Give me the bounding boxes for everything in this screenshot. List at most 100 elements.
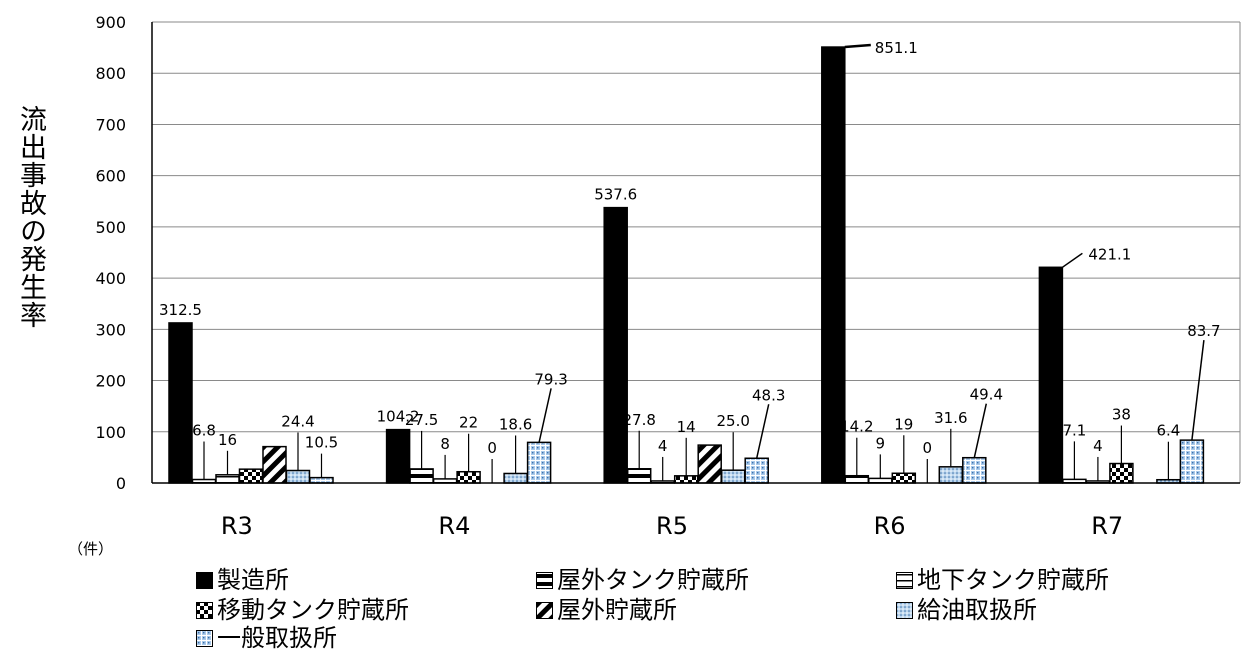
data-label: 4 xyxy=(658,437,668,455)
gridlines xyxy=(152,21,1241,483)
legend-item-2: 地下タンク貯蔵所 xyxy=(896,566,1109,594)
legend-label-4: 屋外貯蔵所 xyxy=(557,596,677,624)
y-axis-ticks: 0 100 200 300 400 500 600 700 800 900 xyxy=(95,13,126,493)
bar xyxy=(844,474,870,484)
legend-item-5: 給油取扱所 xyxy=(896,596,1037,624)
legend-item-3: 移動タンク貯蔵所 xyxy=(196,596,409,624)
leader-line xyxy=(1061,252,1083,268)
unit-label: （件） xyxy=(68,540,114,558)
data-label: 537.6 xyxy=(594,186,637,204)
data-label: 312.5 xyxy=(159,301,202,319)
y-tick-label: 700 xyxy=(95,115,126,134)
data-label: 10.5 xyxy=(305,434,338,452)
x-tick-label: R4 xyxy=(438,512,470,540)
bar xyxy=(238,468,264,484)
bar xyxy=(456,470,481,484)
bar xyxy=(720,469,746,484)
data-label: 7.1 xyxy=(1062,421,1086,439)
y-axis-title: 流出事故の発生率 xyxy=(15,105,46,329)
data-label: 14.2 xyxy=(840,418,873,436)
bar xyxy=(215,474,240,484)
leader-line xyxy=(844,43,871,49)
bar xyxy=(962,456,987,484)
y-tick-label: 100 xyxy=(95,423,126,442)
legend-label-6: 一般取扱所 xyxy=(217,624,337,652)
legend-label-0: 製造所 xyxy=(217,566,289,594)
bar xyxy=(385,428,411,484)
data-label: 22 xyxy=(459,414,478,432)
bar xyxy=(409,468,434,484)
data-label: 27.5 xyxy=(405,411,438,429)
data-label: 16 xyxy=(218,431,237,449)
y-tick-label: 900 xyxy=(95,13,126,32)
data-label: 851.1 xyxy=(875,39,918,57)
legend-swatch-solid-icon xyxy=(196,571,213,589)
data-label: 9 xyxy=(876,434,886,452)
y-tick-label: 800 xyxy=(95,64,126,83)
data-label: 24.4 xyxy=(281,413,314,431)
leader-line xyxy=(1191,340,1205,441)
x-tick-label: R6 xyxy=(874,512,906,540)
data-label: 27.8 xyxy=(622,411,655,429)
y-tick-label: 300 xyxy=(95,320,126,339)
leader-line xyxy=(538,388,552,443)
data-label: 31.6 xyxy=(934,409,967,427)
bar xyxy=(309,476,334,484)
data-labels: 312.56.81624.410.5104.227.5822018.679.35… xyxy=(159,39,1221,483)
bar xyxy=(168,322,193,484)
legend-item-6: 一般取扱所 xyxy=(196,624,337,652)
data-label: 25.0 xyxy=(716,412,749,430)
y-tick-label: 500 xyxy=(95,218,126,237)
data-label: 49.4 xyxy=(970,386,1003,404)
legend-swatch-checker-icon xyxy=(196,601,213,619)
legend-swatch-hbar-icon xyxy=(536,571,553,589)
bar xyxy=(262,445,287,484)
y-tick-label: 200 xyxy=(95,372,126,391)
bar xyxy=(938,466,964,484)
y-tick-label: 600 xyxy=(95,167,126,186)
bar xyxy=(697,444,722,484)
data-label: 104.2 xyxy=(377,408,420,426)
bar xyxy=(891,472,917,484)
data-label: 14 xyxy=(677,418,696,436)
data-label: 8 xyxy=(440,435,450,453)
bar xyxy=(285,469,311,484)
data-label: 18.6 xyxy=(499,415,532,433)
bar xyxy=(603,206,628,484)
data-label: 83.7 xyxy=(1187,322,1220,340)
leader-line xyxy=(973,403,988,458)
data-label: 6.4 xyxy=(1156,422,1180,440)
legend-swatch-hline-icon xyxy=(896,571,913,589)
legend-swatch-dots-icon xyxy=(896,601,913,619)
data-label: 421.1 xyxy=(1088,245,1131,263)
data-label: 0 xyxy=(923,439,933,457)
x-tick-label: R5 xyxy=(656,512,688,540)
legend: 製造所 屋外タンク貯蔵所 地下タンク貯蔵所 移動タンク貯蔵所 屋外貯蔵所 給油取… xyxy=(196,562,1196,654)
legend-label-1: 屋外タンク貯蔵所 xyxy=(557,566,749,594)
legend-swatch-diagonal-icon xyxy=(536,601,553,619)
bars xyxy=(168,46,1205,484)
bar xyxy=(503,472,528,484)
legend-label-3: 移動タンク貯蔵所 xyxy=(217,596,409,624)
data-label: 0 xyxy=(487,439,497,457)
legend-label-5: 給油取扱所 xyxy=(917,596,1037,624)
bar xyxy=(1179,439,1205,484)
bar xyxy=(1109,462,1134,484)
x-axis-labels: R3 R4 R5 R6 R7 xyxy=(221,512,1123,540)
y-tick-label: 0 xyxy=(116,474,126,493)
bar xyxy=(626,468,652,484)
legend-item-1: 屋外タンク貯蔵所 xyxy=(536,566,749,594)
bar xyxy=(744,457,769,484)
x-tick-label: R7 xyxy=(1091,512,1123,540)
legend-item-0: 製造所 xyxy=(196,566,289,594)
legend-label-2: 地下タンク貯蔵所 xyxy=(917,566,1109,594)
bar xyxy=(673,475,699,484)
leader-line xyxy=(755,404,770,459)
bar xyxy=(526,441,552,484)
legend-swatch-grid-icon xyxy=(196,629,213,647)
bar xyxy=(1038,266,1064,484)
y-tick-label: 400 xyxy=(95,269,126,288)
data-label: 6.8 xyxy=(192,422,216,440)
x-tick-label: R3 xyxy=(221,512,253,540)
